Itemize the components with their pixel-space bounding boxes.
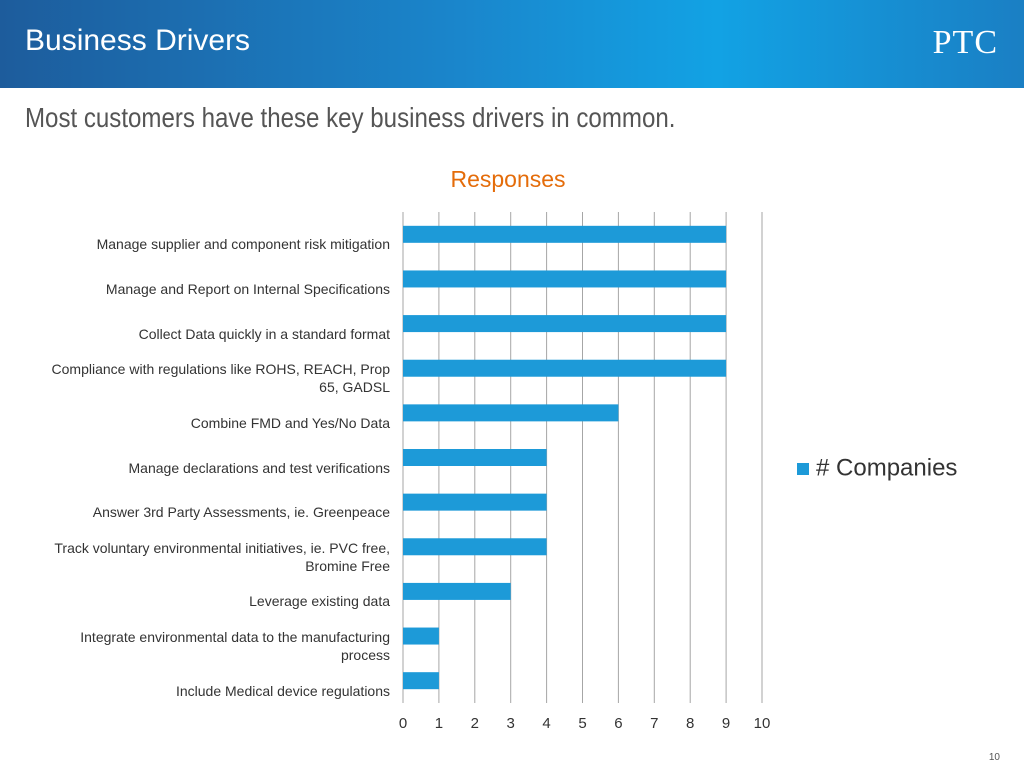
x-tick-label: 7 xyxy=(650,715,658,732)
chart-title: Responses xyxy=(450,166,565,192)
page-number: 10 xyxy=(988,752,1000,763)
x-tick-label: 2 xyxy=(471,715,479,732)
x-tick-label: 4 xyxy=(542,715,550,732)
subtitle: Most customers have these key business d… xyxy=(25,102,676,133)
y-tick-label: Track voluntary environmental initiative… xyxy=(54,539,390,574)
bar xyxy=(403,627,439,645)
header-bar: Business Drivers PTC xyxy=(0,0,1024,88)
y-tick-label: Collect Data quickly in a standard forma… xyxy=(138,325,390,342)
bar xyxy=(403,582,511,600)
bar xyxy=(403,315,727,333)
y-tick-label: Leverage existing data xyxy=(249,593,390,610)
bar xyxy=(403,493,547,511)
legend-swatch xyxy=(797,463,809,475)
y-tick-label: Answer 3rd Party Assessments, ie. Greenp… xyxy=(92,504,390,521)
y-tick-label: Manage declarations and test verificatio… xyxy=(128,459,390,476)
y-tick-label: Combine FMD and Yes/No Data xyxy=(190,414,390,431)
x-tick-label: 1 xyxy=(435,715,443,732)
x-tick-label: 3 xyxy=(507,715,515,732)
bar xyxy=(403,672,439,690)
header-title: Business Drivers xyxy=(25,24,251,57)
x-tick-label: 5 xyxy=(578,715,586,732)
x-tick-label: 0 xyxy=(399,715,407,732)
y-tick-label: Manage and Report on Internal Specificat… xyxy=(105,280,390,297)
bar xyxy=(403,404,619,422)
y-tick-label: Compliance with regulations like ROHS, R… xyxy=(51,361,390,396)
y-tick-label: Include Medical device regulations xyxy=(175,682,390,699)
x-tick-label: 8 xyxy=(686,715,694,732)
bar xyxy=(403,359,727,377)
x-tick-label: 6 xyxy=(614,715,622,732)
bar xyxy=(403,225,727,243)
logo: PTC xyxy=(932,24,998,61)
bar xyxy=(403,538,547,556)
y-tick-label: Integrate environmental data to the manu… xyxy=(80,629,390,664)
legend-label: # Companies xyxy=(816,454,957,481)
x-tick-label: 9 xyxy=(722,715,730,732)
bar xyxy=(403,270,727,288)
x-tick-label: 10 xyxy=(754,715,771,732)
bar xyxy=(403,449,547,466)
y-tick-label: Manage supplier and component risk mitig… xyxy=(96,236,390,253)
